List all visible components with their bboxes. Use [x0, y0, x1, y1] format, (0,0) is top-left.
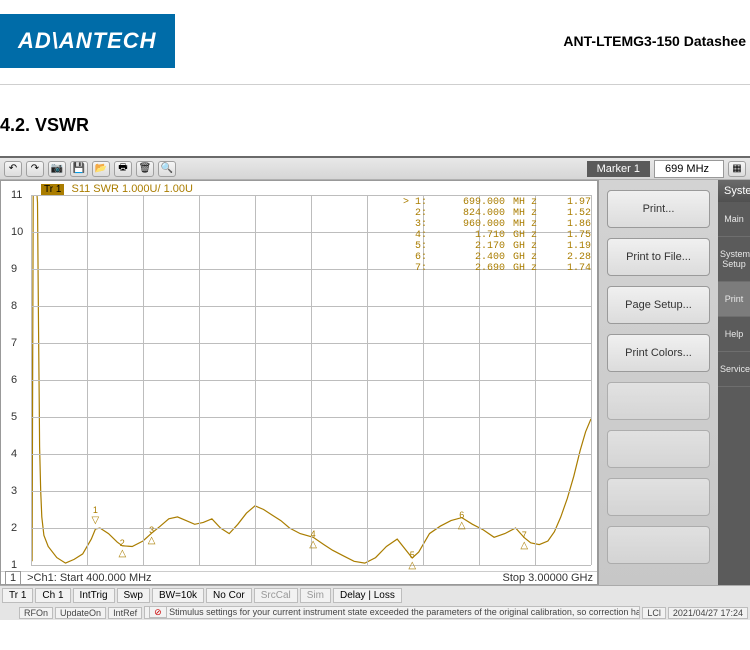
marker-value-input[interactable]: 699 MHz — [654, 160, 724, 178]
warning-text: ⊘ Stimulus settings for your current ins… — [144, 606, 640, 619]
save-icon[interactable]: 💾 — [70, 161, 88, 177]
marker-row: > 1:699.000MH z1.97 — [399, 197, 591, 208]
status-cell: Tr 1 — [2, 588, 33, 603]
zoom-icon[interactable]: 🔍 — [158, 161, 176, 177]
y-tick: 6 — [11, 374, 17, 386]
status-bar-2: 1RFOnUpdateOnIntRef⊘ Stimulus settings f… — [0, 605, 750, 620]
logo: AD\ANTECH — [0, 14, 175, 68]
marker-triangle: 1▽ — [92, 515, 100, 526]
right-strip-item[interactable]: Help — [718, 317, 750, 352]
status-cell: Swp — [117, 588, 150, 603]
trace-header: Tr 1 S11 SWR 1.000U/ 1.00U — [41, 183, 193, 195]
camera-icon[interactable]: 📷 — [48, 161, 66, 177]
side-button[interactable] — [607, 526, 710, 564]
marker-triangle: 4△ — [309, 539, 317, 550]
y-tick: 5 — [11, 411, 17, 423]
trace-label: S11 SWR 1.000U/ 1.00U — [71, 183, 192, 195]
toolbar: ↶ ↷ 📷 💾 📂 🖶 🗑 🔍 Marker 1 699 MHz ▦ — [0, 158, 750, 180]
right-strip-item[interactable]: Main — [718, 202, 750, 237]
right-strip-item[interactable]: System Setup — [718, 237, 750, 282]
marker-triangle: 5△ — [408, 560, 416, 571]
y-tick: 7 — [11, 337, 17, 349]
marker-row: 3:960.000MH z1.86 — [399, 219, 591, 230]
y-tick: 9 — [11, 263, 17, 275]
marker-triangle: 2△ — [118, 548, 126, 559]
side-button[interactable] — [607, 382, 710, 420]
marker-triangle: 7△ — [520, 540, 528, 551]
status-bar-1: Tr 1Ch 1IntTrigSwpBW=10kNo CorSrcCalSimD… — [0, 585, 750, 605]
side-button[interactable]: Print... — [607, 190, 710, 228]
status-timestamp: 2021/04/27 17:24 — [668, 607, 748, 619]
redo-icon[interactable]: ↷ — [26, 161, 44, 177]
vna-window: ↶ ↷ 📷 💾 📂 🖶 🗑 🔍 Marker 1 699 MHz ▦ Tr 1 … — [0, 156, 750, 620]
y-tick: 3 — [11, 485, 17, 497]
status-cell: BW=10k — [152, 588, 204, 603]
print-icon[interactable]: 🖶 — [114, 161, 132, 177]
marker-row: 4:1.710GH z1.75 — [399, 230, 591, 241]
undo-icon[interactable]: ↶ — [4, 161, 22, 177]
chart-footer: 1 >Ch1: Start 400.000 MHz Stop 3.00000 GH… — [1, 571, 597, 584]
channel-badge: 1 — [5, 571, 21, 585]
right-strip: System × MainSystem SetupPrintHelpServic… — [718, 180, 750, 585]
marker-triangle: 3△ — [148, 535, 156, 546]
doc-title: ANT-LTEMG3-150 Datashee — [563, 33, 750, 49]
x-start-label: >Ch1: Start 400.000 MHz — [27, 572, 151, 584]
vswr-chart: Tr 1 S11 SWR 1.000U/ 1.00U 1234567891011… — [0, 180, 598, 585]
keypad-icon[interactable]: ▦ — [728, 161, 746, 177]
side-button[interactable]: Print to File... — [607, 238, 710, 276]
y-tick: 10 — [11, 226, 23, 238]
status-cell: SrcCal — [254, 588, 298, 603]
side-button[interactable]: Page Setup... — [607, 286, 710, 324]
marker-row: 7:2.690GH z1.74 — [399, 263, 591, 274]
right-strip-title: System — [724, 185, 750, 197]
status-cell: Sim — [300, 588, 331, 603]
marker-table: > 1:699.000MH z1.972:824.000MH z1.523:96… — [399, 197, 591, 274]
status-cell: RFOn — [19, 607, 53, 619]
status-cell: Delay | Loss — [333, 588, 402, 603]
side-button[interactable] — [607, 430, 710, 468]
status-cell: LCl — [642, 607, 666, 619]
marker-triangle: 6△ — [458, 520, 466, 531]
folder-icon[interactable]: 📂 — [92, 161, 110, 177]
status-cell: IntTrig — [73, 588, 115, 603]
y-tick: 1 — [11, 559, 17, 571]
trace-badge: Tr 1 — [41, 184, 64, 195]
right-strip-item[interactable]: Service — [718, 352, 750, 387]
y-tick: 2 — [11, 522, 17, 534]
right-strip-item[interactable]: Print — [718, 282, 750, 317]
marker-row: 5:2.170GH z1.19 — [399, 241, 591, 252]
doc-header: AD\ANTECH ANT-LTEMG3-150 Datashee — [0, 0, 750, 85]
status-cell: IntRef — [108, 607, 142, 619]
status-cell: No Cor — [206, 588, 252, 603]
side-button[interactable]: Print Colors... — [607, 334, 710, 372]
side-button[interactable] — [607, 478, 710, 516]
side-panel: Print... Print to File... Page Setup... Pri… — [598, 180, 718, 585]
y-tick: 4 — [11, 448, 17, 460]
trash-icon[interactable]: 🗑 — [136, 161, 154, 177]
section-heading: 4.2. VSWR — [0, 85, 750, 156]
marker-row: 2:824.000MH z1.52 — [399, 208, 591, 219]
x-stop-label: Stop 3.00000 GHz — [502, 572, 593, 584]
status-cell: Ch 1 — [35, 588, 70, 603]
y-tick: 11 — [11, 189, 22, 201]
right-strip-header: System × — [718, 180, 750, 202]
status-cell: UpdateOn — [55, 607, 106, 619]
y-tick: 8 — [11, 300, 17, 312]
marker-row: 6:2.400GH z2.28 — [399, 252, 591, 263]
marker-label: Marker 1 — [587, 161, 650, 177]
